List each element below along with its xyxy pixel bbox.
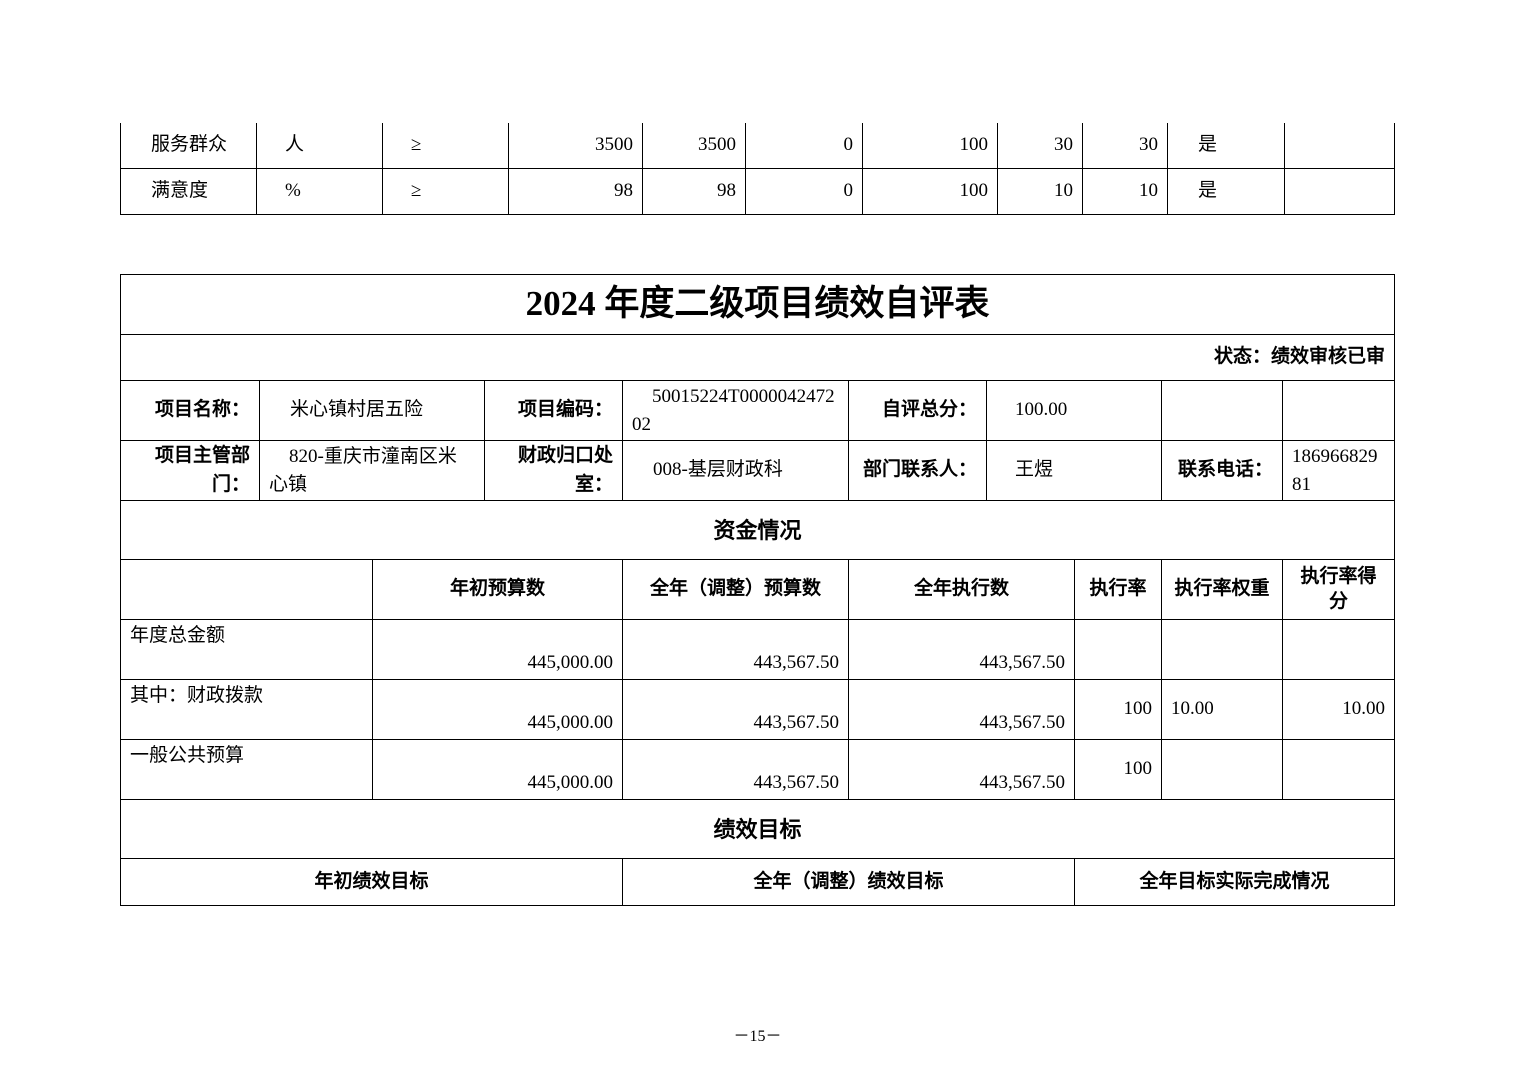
indicator-table: 服务群众 人 ≥ 3500 3500 0 100 30 30 是 满意度 % ≥…: [120, 123, 1395, 215]
dept-value: 820-重庆市潼南区米心镇: [260, 441, 485, 501]
empty-cell: [1283, 381, 1395, 441]
contact-label: 部门联系人：: [849, 441, 987, 501]
goals-header: 年初绩效目标: [121, 859, 623, 906]
project-name-label: 项目名称：: [121, 381, 260, 441]
empty-cell: [1162, 381, 1283, 441]
cell: 30: [998, 123, 1083, 169]
cell: ≥: [383, 123, 509, 169]
cell: [1285, 123, 1395, 169]
status-text: 状态：绩效审核已审: [121, 335, 1395, 381]
page-number: －15－: [733, 1028, 782, 1045]
cell: 人: [257, 123, 383, 169]
cell: 10: [1083, 169, 1168, 215]
cell: ≥: [383, 169, 509, 215]
funds-header: 执行率权重: [1162, 560, 1283, 620]
cell: [1285, 169, 1395, 215]
cell: 服务群众: [121, 123, 257, 169]
funds-cell: 445,000.00: [373, 680, 623, 740]
cell: 98: [643, 169, 746, 215]
funds-cell: [1283, 620, 1395, 680]
funds-row-label: 年度总金额: [121, 620, 373, 680]
funds-header: 全年（调整）预算数: [623, 560, 849, 620]
funds-cell: 445,000.00: [373, 740, 623, 800]
contact-value: 王煜: [987, 441, 1162, 501]
cell: 是: [1168, 169, 1285, 215]
dept-label: 项目主管部门：: [121, 441, 260, 501]
funds-cell: [1283, 740, 1395, 800]
finance-value: 008-基层财政科: [623, 441, 849, 501]
goals-section-title: 绩效目标: [121, 800, 1395, 859]
cell: 100: [863, 169, 998, 215]
form-title: 2024 年度二级项目绩效自评表: [121, 275, 1395, 335]
funds-section-title: 资金情况: [121, 501, 1395, 560]
funds-cell: 443,567.50: [623, 740, 849, 800]
phone-value: 18696682981: [1283, 441, 1395, 501]
funds-cell: 10.00: [1162, 680, 1283, 740]
phone-label: 联系电话：: [1162, 441, 1283, 501]
funds-cell: 443,567.50: [849, 620, 1075, 680]
funds-cell: 443,567.50: [849, 680, 1075, 740]
funds-cell: 100: [1075, 680, 1162, 740]
self-evaluation-form: 2024 年度二级项目绩效自评表 状态：绩效审核已审 项目名称： 米心镇村居五险…: [120, 274, 1395, 906]
score-value: 100.00: [987, 381, 1162, 441]
funds-cell: 443,567.50: [849, 740, 1075, 800]
funds-row-label: 一般公共预算: [121, 740, 373, 800]
funds-cell: 445,000.00: [373, 620, 623, 680]
funds-header: 执行率得分: [1283, 560, 1395, 620]
funds-header: 执行率: [1075, 560, 1162, 620]
funds-row-label: 其中：财政拨款: [121, 680, 373, 740]
funds-cell: 443,567.50: [623, 620, 849, 680]
funds-cell: 100: [1075, 740, 1162, 800]
funds-cell: [1162, 620, 1283, 680]
cell: 98: [509, 169, 643, 215]
cell: 30: [1083, 123, 1168, 169]
funds-header: 年初预算数: [373, 560, 623, 620]
project-code-label: 项目编码：: [485, 381, 623, 441]
funds-cell: 443,567.50: [623, 680, 849, 740]
cell: %: [257, 169, 383, 215]
cell: 0: [746, 123, 863, 169]
score-label: 自评总分：: [849, 381, 987, 441]
cell: 满意度: [121, 169, 257, 215]
finance-label: 财政归口处室：: [485, 441, 623, 501]
funds-cell: [1075, 620, 1162, 680]
cell: 10: [998, 169, 1083, 215]
goals-header: 全年目标实际完成情况: [1075, 859, 1395, 906]
project-code-value: 50015224T000004247202: [623, 381, 849, 441]
project-name-value: 米心镇村居五险: [260, 381, 485, 441]
cell: 0: [746, 169, 863, 215]
cell: 3500: [643, 123, 746, 169]
funds-cell: [1162, 740, 1283, 800]
funds-header: 全年执行数: [849, 560, 1075, 620]
cell: 3500: [509, 123, 643, 169]
funds-cell: 10.00: [1283, 680, 1395, 740]
cell: 是: [1168, 123, 1285, 169]
goals-header: 全年（调整）绩效目标: [623, 859, 1075, 906]
funds-header: [121, 560, 373, 620]
cell: 100: [863, 123, 998, 169]
